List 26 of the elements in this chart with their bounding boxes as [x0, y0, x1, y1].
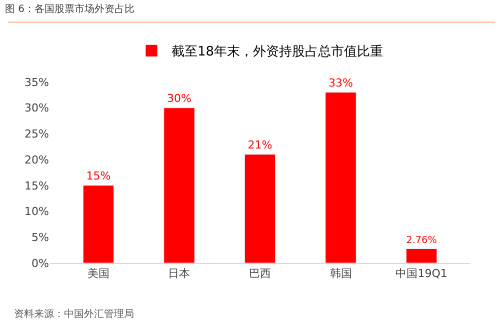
y-tick-label: 30% [24, 102, 49, 115]
x-tick-label: 韩国 [330, 267, 352, 280]
y-tick-label: 25% [24, 128, 49, 141]
data-label: 33% [328, 76, 353, 90]
y-tick-label: 5% [32, 230, 49, 244]
x-tick-label: 中国19Q1 [396, 267, 448, 280]
data-label: 30% [167, 92, 192, 105]
legend-label: 截至18年末，外资持股占总市值比重 [172, 44, 384, 60]
data-label: 21% [248, 138, 272, 152]
y-tick-label: 20% [24, 153, 49, 166]
bar [406, 248, 438, 263]
bar [325, 92, 356, 263]
data-label: 2.76% [406, 235, 437, 246]
data-label: 15% [86, 169, 111, 182]
bar [164, 108, 195, 263]
bar [82, 185, 114, 263]
x-tick-label: 巴西 [249, 267, 271, 280]
x-tick-label: 美国 [87, 267, 110, 280]
x-tick-label: 日本 [168, 267, 190, 280]
y-tick-label: 35% [24, 76, 49, 89]
y-tick-label: 0% [32, 256, 49, 270]
chart-title: 图 6：各国股票市场外资占比 [5, 2, 135, 15]
y-tick-label: 10% [24, 205, 49, 218]
y-tick-label: 15% [24, 179, 49, 192]
bar [244, 154, 276, 263]
text: 资料来源：中国外汇管理局 [14, 308, 134, 320]
